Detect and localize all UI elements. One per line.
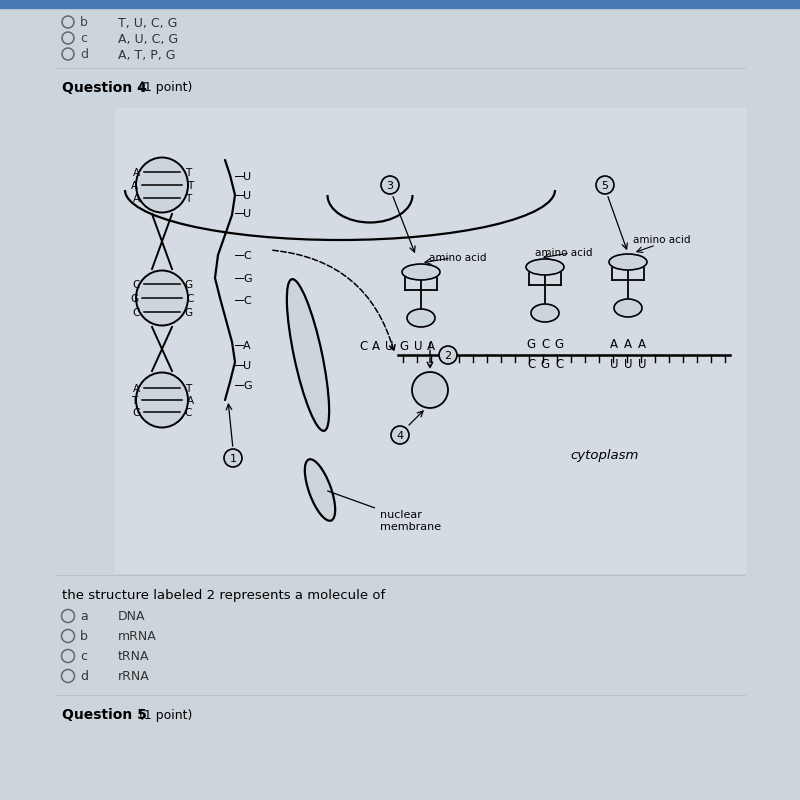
Text: C: C bbox=[184, 408, 192, 418]
Text: G: G bbox=[132, 408, 140, 418]
Circle shape bbox=[62, 32, 74, 44]
Text: A: A bbox=[133, 168, 139, 178]
Ellipse shape bbox=[305, 459, 335, 521]
Text: G: G bbox=[184, 308, 192, 318]
Text: T: T bbox=[185, 384, 191, 394]
Circle shape bbox=[381, 176, 399, 194]
Text: G: G bbox=[526, 338, 535, 350]
Text: mRNA: mRNA bbox=[118, 630, 157, 643]
Ellipse shape bbox=[287, 279, 329, 431]
Bar bbox=[115, 108, 745, 573]
Text: 3: 3 bbox=[386, 181, 394, 191]
Ellipse shape bbox=[407, 309, 435, 327]
Text: d: d bbox=[80, 670, 88, 683]
Bar bbox=[0, 0, 800, 8]
Circle shape bbox=[439, 346, 457, 364]
Ellipse shape bbox=[136, 158, 188, 213]
Text: a: a bbox=[80, 610, 88, 623]
Text: A: A bbox=[638, 338, 646, 350]
Ellipse shape bbox=[531, 304, 559, 322]
Text: U: U bbox=[624, 358, 632, 371]
Circle shape bbox=[391, 426, 409, 444]
Text: T: T bbox=[131, 396, 137, 406]
Text: cytoplasm: cytoplasm bbox=[570, 449, 638, 462]
Text: b: b bbox=[80, 17, 88, 30]
Text: Question 5: Question 5 bbox=[62, 708, 147, 722]
Text: G: G bbox=[399, 339, 409, 353]
Text: A: A bbox=[243, 341, 250, 351]
Text: amino acid: amino acid bbox=[429, 253, 486, 263]
Text: C: C bbox=[527, 358, 535, 371]
Circle shape bbox=[412, 372, 448, 408]
Text: C: C bbox=[132, 280, 140, 290]
Text: U: U bbox=[385, 339, 394, 353]
Text: T, U, C, G: T, U, C, G bbox=[118, 17, 178, 30]
Text: C: C bbox=[132, 308, 140, 318]
Text: G: G bbox=[130, 294, 138, 304]
Ellipse shape bbox=[136, 373, 188, 427]
Text: G: G bbox=[541, 358, 550, 371]
Text: A: A bbox=[130, 181, 138, 191]
Text: T: T bbox=[185, 194, 191, 204]
Text: C: C bbox=[243, 296, 250, 306]
Text: 4: 4 bbox=[397, 431, 403, 441]
Text: A: A bbox=[427, 339, 435, 353]
Text: U: U bbox=[610, 358, 618, 371]
Circle shape bbox=[62, 16, 74, 28]
Text: A, T, P, G: A, T, P, G bbox=[118, 49, 175, 62]
Text: 1: 1 bbox=[230, 454, 237, 464]
Text: d: d bbox=[80, 49, 88, 62]
Text: A: A bbox=[624, 338, 632, 350]
Text: amino acid: amino acid bbox=[633, 235, 690, 245]
Text: A: A bbox=[133, 194, 139, 204]
Text: U: U bbox=[414, 339, 422, 353]
Text: T: T bbox=[187, 181, 193, 191]
Circle shape bbox=[224, 449, 242, 467]
Text: T: T bbox=[185, 168, 191, 178]
Text: U: U bbox=[243, 191, 251, 201]
Text: G: G bbox=[554, 338, 563, 350]
Ellipse shape bbox=[609, 254, 647, 270]
Text: C: C bbox=[359, 339, 367, 353]
Text: b: b bbox=[80, 630, 88, 643]
Text: tRN: tRN bbox=[570, 454, 573, 455]
Text: 2: 2 bbox=[445, 351, 451, 361]
Ellipse shape bbox=[402, 264, 440, 280]
Ellipse shape bbox=[526, 259, 564, 275]
Text: the structure labeled 2 represents a molecule of: the structure labeled 2 represents a mol… bbox=[62, 589, 386, 602]
Text: C: C bbox=[186, 294, 194, 304]
Text: U: U bbox=[638, 358, 646, 371]
Text: Question 4: Question 4 bbox=[62, 81, 147, 95]
Text: C: C bbox=[555, 358, 563, 371]
Text: A, U, C, G: A, U, C, G bbox=[118, 33, 178, 46]
Text: rRNA: rRNA bbox=[118, 670, 150, 683]
Ellipse shape bbox=[136, 270, 188, 326]
Text: c: c bbox=[80, 650, 87, 663]
Text: tRNA: tRNA bbox=[118, 650, 150, 663]
Text: A: A bbox=[610, 338, 618, 350]
Text: C: C bbox=[541, 338, 549, 350]
Text: (1 point): (1 point) bbox=[135, 82, 192, 94]
Text: DNA: DNA bbox=[118, 610, 146, 623]
Circle shape bbox=[596, 176, 614, 194]
Text: A: A bbox=[133, 384, 139, 394]
Text: G: G bbox=[243, 274, 252, 284]
Text: nuclear
membrane: nuclear membrane bbox=[328, 491, 441, 532]
Text: c: c bbox=[80, 33, 87, 46]
Text: A: A bbox=[186, 396, 194, 406]
Text: U: U bbox=[243, 361, 251, 371]
Circle shape bbox=[62, 48, 74, 60]
Text: A: A bbox=[372, 339, 380, 353]
Text: (1 point): (1 point) bbox=[135, 709, 192, 722]
Text: G: G bbox=[184, 280, 192, 290]
Text: U: U bbox=[243, 172, 251, 182]
Text: G: G bbox=[243, 381, 252, 391]
Ellipse shape bbox=[614, 299, 642, 317]
Text: 5: 5 bbox=[602, 181, 609, 191]
Text: amino acid: amino acid bbox=[535, 248, 593, 258]
Text: C: C bbox=[243, 251, 250, 261]
Text: U: U bbox=[243, 209, 251, 219]
